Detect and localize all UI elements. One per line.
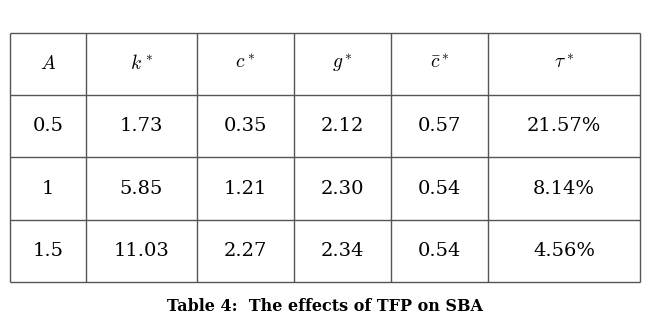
Text: 21.57%: 21.57% [527, 117, 601, 135]
Text: 0.35: 0.35 [224, 117, 267, 135]
Text: 2.34: 2.34 [320, 242, 364, 260]
Text: 1.5: 1.5 [32, 242, 63, 260]
Text: $\tau^*$: $\tau^*$ [554, 55, 574, 73]
Text: 1: 1 [42, 180, 54, 197]
Text: 0.54: 0.54 [418, 180, 461, 197]
Text: 11.03: 11.03 [114, 242, 170, 260]
Text: 5.85: 5.85 [120, 180, 163, 197]
Text: 2.12: 2.12 [320, 117, 364, 135]
Text: 1.73: 1.73 [120, 117, 163, 135]
Text: 0.54: 0.54 [418, 242, 461, 260]
Text: 0.57: 0.57 [418, 117, 461, 135]
Text: 4.56%: 4.56% [533, 242, 595, 260]
Text: 0.5: 0.5 [32, 117, 63, 135]
Text: $\bar{c}^*$: $\bar{c}^*$ [430, 55, 449, 73]
Text: 1.21: 1.21 [224, 180, 267, 197]
Text: $c^*$: $c^*$ [235, 55, 255, 73]
Text: $g^*$: $g^*$ [332, 53, 353, 75]
Text: $k^*$: $k^*$ [130, 54, 153, 73]
Text: 2.27: 2.27 [224, 242, 267, 260]
Text: $A$: $A$ [40, 55, 56, 73]
Text: 2.30: 2.30 [320, 180, 364, 197]
Text: Table 4:  The effects of TFP on SBA: Table 4: The effects of TFP on SBA [167, 298, 483, 316]
Text: 8.14%: 8.14% [533, 180, 595, 197]
